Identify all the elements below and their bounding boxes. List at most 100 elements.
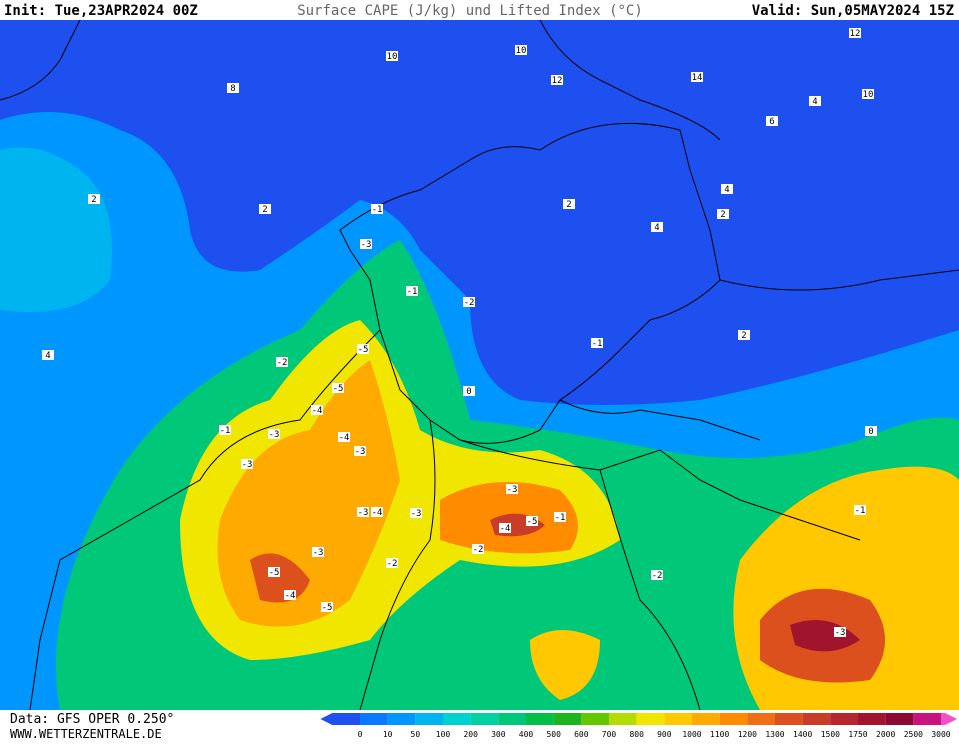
colorbar-label: 500 [546, 730, 561, 739]
label-box [410, 508, 422, 518]
label-box [227, 83, 239, 93]
colorbar-box [830, 713, 858, 725]
label-box [338, 432, 350, 442]
label-box [738, 330, 750, 340]
isoline-label: 10 [516, 46, 527, 56]
colorbar-label: 900 [657, 730, 672, 739]
isoline-label: -4 [339, 433, 350, 443]
label-box [551, 75, 563, 85]
label-box [506, 484, 518, 494]
label-box [862, 89, 874, 99]
colorbar-label: 10 [383, 730, 393, 739]
colorbar-box [692, 713, 720, 725]
label-box [268, 567, 280, 577]
label-box [591, 338, 603, 348]
colorbar-box [387, 713, 416, 725]
isoline-label: -5 [322, 603, 333, 613]
isoline-label: -3 [835, 628, 846, 638]
colorbar-box [581, 713, 609, 725]
init-time: Init: Tue,23APR2024 00Z [4, 3, 198, 19]
isoline-label: 14 [692, 73, 703, 83]
colorbar-label: 1000 [682, 730, 701, 739]
isoline-label: -4 [372, 508, 383, 518]
label-box [849, 28, 861, 38]
isoline-label: -3 [507, 485, 518, 495]
colorbar-label: 2500 [904, 730, 923, 739]
label-box [360, 239, 372, 249]
isoline-label: 4 [812, 97, 817, 107]
colorbar-label: 800 [629, 730, 644, 739]
label-box [371, 507, 383, 517]
label-box [386, 51, 398, 61]
label-box [865, 426, 877, 436]
label-box [42, 350, 54, 360]
colorbar-box [360, 713, 388, 725]
label-box [809, 96, 821, 106]
colorbar-box [415, 713, 443, 725]
label-box [259, 204, 271, 214]
colorbar-box [526, 713, 554, 725]
label-box [463, 297, 475, 307]
isoline-label: -2 [387, 559, 398, 569]
isoline-label: -1 [555, 513, 566, 523]
isoline-label: 8 [230, 84, 235, 94]
colorbar-box [470, 713, 499, 725]
data-source: Data: GFS OPER 0.250° [10, 712, 174, 727]
isoline-label: -5 [333, 384, 344, 394]
isoline-label: -1 [372, 205, 383, 215]
colorbar-label: 3000 [931, 730, 950, 739]
colorbar: 0 10 50 100 200 300 400 500 600 700 800 900 1000 1100… [320, 713, 957, 739]
isoline-label: 12 [552, 76, 563, 86]
colorbar-label: 1100 [710, 730, 729, 739]
colorbar-box [775, 713, 803, 725]
isoline-label: 2 [720, 210, 725, 220]
colorbar-box [802, 713, 831, 725]
isoline-label: -3 [313, 548, 324, 558]
website: WWW.WETTERZENTRALE.DE [10, 727, 162, 741]
isoline-label: 0 [868, 427, 873, 437]
colorbar-arrow [941, 713, 957, 725]
isoline-label: -2 [277, 358, 288, 368]
header-bar [0, 0, 959, 20]
label-box [321, 602, 333, 612]
isoline-label: -3 [411, 509, 422, 519]
isoline-label: -5 [527, 517, 538, 527]
colorbar-box [885, 713, 914, 725]
isoline-label: -3 [355, 447, 366, 457]
label-box [268, 429, 280, 439]
colorbar-label: 2000 [876, 730, 895, 739]
label-box [651, 570, 663, 580]
isoline-label: -2 [473, 545, 484, 555]
colorbar-label: 700 [602, 730, 617, 739]
label-box [721, 184, 733, 194]
yellow-region [530, 630, 600, 700]
label-box [854, 505, 866, 515]
label-box [834, 627, 846, 637]
isoline-label: -3 [242, 460, 253, 470]
label-box [472, 544, 484, 554]
colorbar-label: 1500 [821, 730, 840, 739]
isoline-label: -2 [464, 298, 475, 308]
isoline-labels: 1010121486422420-1-3-5-3-4-5-3-2-1-3-4-5… [42, 28, 877, 638]
isoline-label: -5 [358, 345, 369, 355]
label-box [371, 204, 383, 214]
colorbar-label: 1400 [793, 730, 812, 739]
label-box [499, 523, 511, 533]
colorbar-box [498, 713, 526, 725]
label-box [284, 590, 296, 600]
colorbar-box [719, 713, 748, 725]
map-title: Surface CAPE (J/kg) und Lifted Index (°C… [297, 3, 643, 19]
colorbar-box [636, 713, 665, 725]
colorbar-box [747, 713, 775, 725]
colorbar-label: 50 [411, 730, 421, 739]
label-box [357, 507, 369, 517]
colorbar-label: 200 [463, 730, 478, 739]
colorbar-box [664, 713, 692, 725]
label-box [515, 45, 527, 55]
label-box [312, 547, 324, 557]
colorbar-box [553, 713, 582, 725]
label-box [311, 405, 323, 415]
label-box [766, 116, 778, 126]
label-box [386, 558, 398, 568]
